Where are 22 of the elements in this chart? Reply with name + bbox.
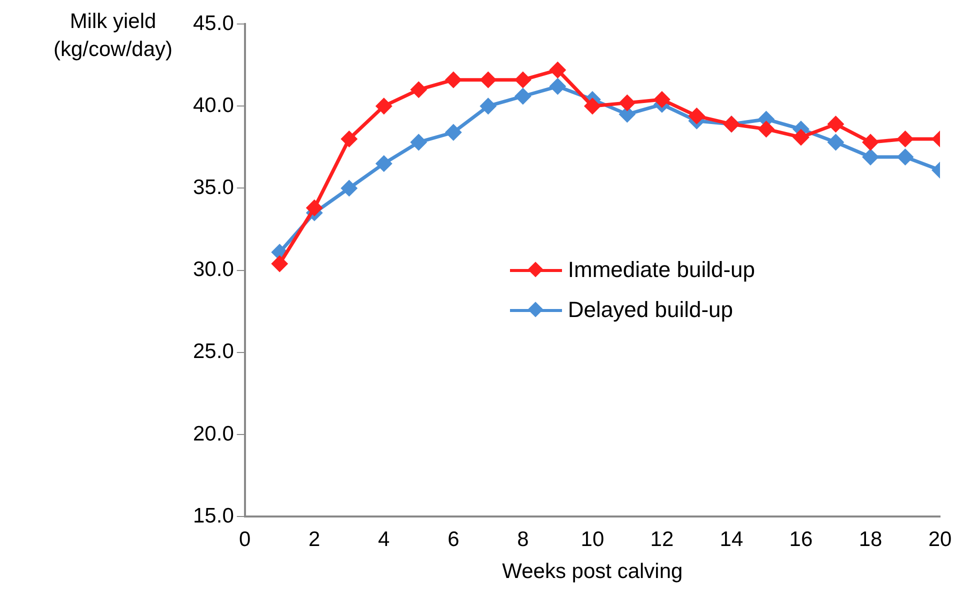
legend-label: Immediate build-up [568,257,756,284]
x-tick-label: 12 [650,528,674,551]
x-tick-label: 16 [789,528,813,551]
y-tick-label: 45.0 [192,12,234,35]
x-tick-label: 14 [720,528,744,551]
y-tick-label: 25.0 [192,340,234,364]
x-tick-label: 2 [308,528,320,551]
legend-label: Delayed build-up [568,297,734,324]
x-axis-title: Weeks post calving [502,560,683,584]
x-tick-label: 20 [928,528,952,551]
x-tick-label: 18 [858,528,882,551]
x-tick-label: 10 [580,528,604,551]
x-tick-label: 8 [517,528,529,551]
y-tick-label: 15.0 [192,504,234,528]
y-tick-label: 40.0 [192,94,234,117]
x-tick-label: 0 [239,528,251,551]
y-tick-label: 35.0 [192,176,234,199]
y-tick-label: 30.0 [192,258,234,282]
y-tick-label: 20.0 [192,422,234,446]
x-tick-label: 4 [378,528,390,551]
x-tick-label: 6 [448,528,460,551]
y-axis-title: Milk yield (kg/cow/day) [52,9,174,63]
